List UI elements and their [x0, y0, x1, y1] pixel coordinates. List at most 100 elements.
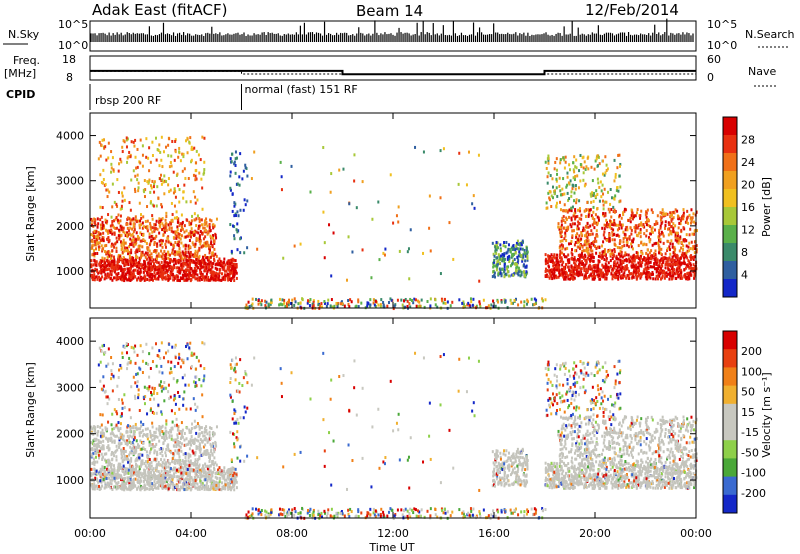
power-cell [619, 239, 622, 243]
power-cell [575, 273, 578, 277]
power-cell [215, 274, 218, 278]
power-cell [111, 262, 114, 266]
power-cell [317, 299, 320, 303]
power-cell [603, 173, 606, 177]
power-cell [654, 267, 657, 271]
power-cell [632, 254, 635, 258]
power-cell [497, 253, 500, 257]
power-cell [194, 270, 197, 274]
power-cell [138, 247, 141, 251]
power-cell [173, 263, 176, 267]
velocity-cell [172, 483, 175, 487]
power-cell [631, 211, 634, 215]
power-cell [312, 299, 315, 303]
power-ylabel: Slant Range [km] [24, 166, 37, 262]
power-cell [151, 140, 154, 144]
power-cell [160, 255, 163, 259]
power-cell [559, 208, 562, 212]
power-cell [170, 154, 173, 158]
power-cell [619, 267, 622, 271]
power-cell [526, 300, 529, 304]
power-cell [201, 273, 204, 277]
power-cell [154, 266, 157, 270]
power-cell [501, 259, 504, 263]
power-cell [578, 272, 581, 276]
power-cell [668, 245, 671, 249]
power-cell [603, 250, 606, 254]
power-cell [648, 240, 651, 244]
power-cell [690, 240, 693, 244]
power-cell [149, 190, 152, 194]
power-cell [653, 262, 656, 266]
power-cell [672, 254, 675, 258]
power-cell [602, 192, 605, 196]
power-cell [620, 246, 623, 250]
power-cell [122, 226, 125, 230]
power-cell [654, 260, 657, 264]
power-cell [110, 150, 113, 154]
power-cell [229, 271, 232, 275]
power-cell [160, 182, 163, 186]
power-cell [428, 194, 431, 198]
power-cell [557, 260, 560, 264]
power-cell [619, 262, 622, 266]
power-cell [217, 259, 220, 263]
power-cell [695, 250, 698, 254]
power-cell [520, 243, 523, 247]
power-cell [553, 272, 556, 276]
power-cell [575, 269, 578, 273]
power-cell [108, 267, 111, 271]
power-cell [395, 214, 398, 218]
power-cell [580, 213, 583, 217]
power-cell [504, 300, 507, 304]
power-cell [547, 161, 550, 165]
power-cell [357, 305, 360, 309]
power-cell [548, 196, 551, 200]
power-cell [611, 230, 614, 234]
power-cell [110, 215, 113, 219]
power-cell [683, 253, 686, 257]
power-cell [95, 275, 98, 279]
power-cell [115, 250, 118, 254]
power-cell [175, 216, 178, 220]
power-cell [93, 273, 96, 277]
power-cell [514, 297, 517, 301]
power-cell [576, 265, 579, 269]
power-cell [635, 251, 638, 255]
power-cell [103, 226, 106, 230]
power-cell [139, 256, 142, 260]
power-cell [557, 225, 560, 229]
power-cell [163, 228, 166, 232]
power-cell [645, 277, 648, 281]
power-cell [632, 263, 635, 267]
power-cell [693, 251, 696, 255]
power-cell [110, 170, 113, 174]
power-cell [155, 277, 158, 281]
power-cell [544, 257, 547, 261]
power-cell [619, 162, 622, 166]
power-cell [639, 216, 642, 220]
power-cell [660, 211, 663, 215]
power-cell [123, 246, 126, 250]
power-cell [578, 265, 581, 269]
power-cell [230, 249, 233, 253]
power-cell [475, 304, 478, 308]
power-cell [671, 255, 674, 259]
power-cell [512, 244, 515, 248]
power-cell [577, 274, 580, 278]
power-cell [623, 207, 626, 211]
power-cell [546, 275, 549, 279]
power-cell [590, 245, 593, 249]
power-cell [100, 264, 103, 268]
power-cell [547, 259, 550, 263]
power-cell [134, 268, 137, 272]
power-cell [660, 268, 663, 272]
power-cell [219, 267, 222, 271]
power-cell [579, 253, 582, 257]
power-cell [493, 271, 496, 275]
power-cell [590, 200, 593, 204]
power-cell [670, 239, 673, 243]
power-cell [647, 236, 650, 240]
power-cell [203, 265, 206, 269]
power-cell [198, 254, 201, 258]
